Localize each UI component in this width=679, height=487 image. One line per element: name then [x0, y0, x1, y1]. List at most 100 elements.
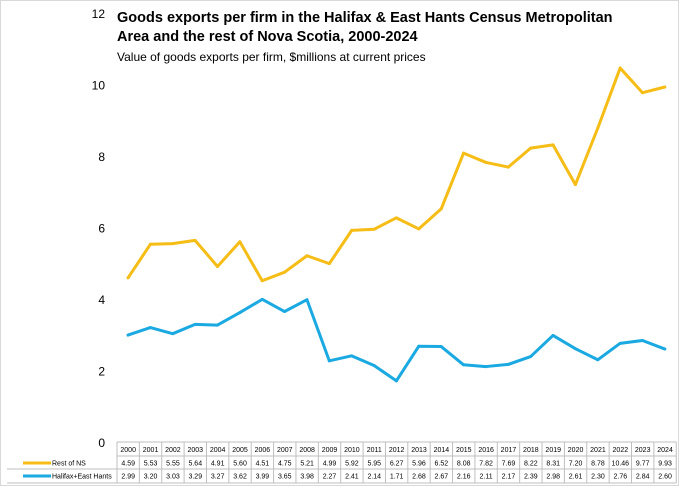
data-point — [596, 126, 600, 130]
data-point — [305, 298, 309, 302]
data-point — [641, 91, 645, 95]
data-label: 2.14 — [367, 474, 381, 481]
data-label: 8.31 — [546, 461, 560, 468]
data-point — [506, 165, 510, 169]
data-point — [551, 333, 555, 337]
data-label: 7.82 — [479, 461, 493, 468]
y-tick-label: 4 — [98, 293, 105, 307]
data-point — [618, 341, 622, 345]
data-point — [618, 66, 622, 70]
data-label: 5.64 — [188, 461, 202, 468]
y-tick-label: 0 — [98, 436, 105, 450]
data-point — [641, 338, 645, 342]
data-point — [529, 146, 533, 150]
x-tick-label: 2014 — [434, 447, 450, 454]
data-label: 3.29 — [188, 474, 202, 481]
data-label: 2.27 — [323, 474, 337, 481]
data-point — [663, 85, 667, 89]
x-tick-label: 2007 — [277, 447, 293, 454]
data-point — [148, 326, 152, 330]
data-label: 3.03 — [166, 474, 180, 481]
data-point — [148, 242, 152, 246]
data-label: 10.46 — [612, 461, 630, 468]
data-label: 3.62 — [233, 474, 247, 481]
data-label: 2.41 — [345, 474, 359, 481]
data-label: 2.60 — [658, 474, 672, 481]
data-label: 4.75 — [278, 461, 292, 468]
data-label: 6.52 — [435, 461, 449, 468]
data-label: 2.39 — [524, 474, 538, 481]
data-label: 2.99 — [121, 474, 135, 481]
data-point — [417, 344, 421, 348]
data-point — [193, 238, 197, 242]
x-tick-label: 2020 — [568, 447, 584, 454]
data-point — [462, 363, 466, 367]
x-tick-label: 2013 — [411, 447, 427, 454]
data-label: 8.78 — [591, 461, 605, 468]
x-tick-label: 2018 — [523, 447, 539, 454]
x-tick-label: 2021 — [590, 447, 606, 454]
x-tick-label: 2023 — [635, 447, 651, 454]
data-label: 2.84 — [636, 474, 650, 481]
data-point — [238, 240, 242, 244]
y-tick-label: 6 — [98, 222, 105, 236]
data-label: 4.99 — [323, 461, 337, 468]
data-label: 2.61 — [569, 474, 583, 481]
data-point — [372, 227, 376, 231]
data-label: 4.59 — [121, 461, 135, 468]
data-point — [439, 207, 443, 211]
data-label: 1.71 — [390, 474, 404, 481]
data-point — [327, 359, 331, 363]
data-point — [596, 358, 600, 362]
data-label: 2.30 — [591, 474, 605, 481]
x-tick-label: 2008 — [299, 447, 315, 454]
data-label: 8.22 — [524, 461, 538, 468]
data-point — [283, 270, 287, 274]
data-point — [551, 143, 555, 147]
data-label: 4.91 — [211, 461, 225, 468]
y-tick-label: 8 — [98, 150, 105, 164]
data-label: 7.20 — [569, 461, 583, 468]
x-tick-label: 2017 — [501, 447, 517, 454]
x-tick-label: 2006 — [255, 447, 271, 454]
data-label: 2.67 — [435, 474, 449, 481]
data-label: 2.11 — [480, 474, 493, 481]
data-label: 3.98 — [300, 474, 314, 481]
data-point — [238, 311, 242, 315]
data-label: 2.68 — [412, 474, 426, 481]
data-point — [573, 347, 577, 351]
data-label: 5.21 — [300, 461, 314, 468]
legend-label: Halifax+East Hants — [52, 474, 112, 481]
x-tick-label: 2024 — [657, 447, 673, 454]
data-label: 7.69 — [502, 461, 516, 468]
data-label: 5.95 — [367, 461, 381, 468]
x-tick-label: 2002 — [165, 447, 181, 454]
data-point — [260, 279, 264, 283]
data-label: 3.99 — [256, 474, 270, 481]
data-point — [215, 323, 219, 327]
chart-header: Goods exports per firm in the Halifax & … — [117, 9, 617, 65]
x-tick-label: 2004 — [210, 447, 226, 454]
data-point — [260, 297, 264, 301]
data-label: 3.65 — [278, 474, 292, 481]
data-point — [327, 262, 331, 266]
data-label: 2.76 — [614, 474, 628, 481]
y-tick-label: 12 — [92, 7, 106, 21]
chart-subtitle: Value of goods exports per firm, $millio… — [117, 50, 426, 64]
data-point — [193, 322, 197, 326]
data-label: 3.27 — [211, 474, 225, 481]
data-point — [439, 345, 443, 349]
x-tick-label: 2009 — [322, 447, 338, 454]
series-line-0 — [126, 66, 666, 283]
data-label: 3.20 — [144, 474, 158, 481]
data-point — [171, 332, 175, 336]
y-tick-label: 10 — [92, 79, 106, 93]
data-label: 6.27 — [390, 461, 404, 468]
data-point — [462, 151, 466, 155]
data-point — [350, 228, 354, 232]
data-point — [215, 264, 219, 268]
data-point — [126, 333, 130, 337]
data-point — [394, 379, 398, 383]
data-label: 9.77 — [636, 461, 650, 468]
